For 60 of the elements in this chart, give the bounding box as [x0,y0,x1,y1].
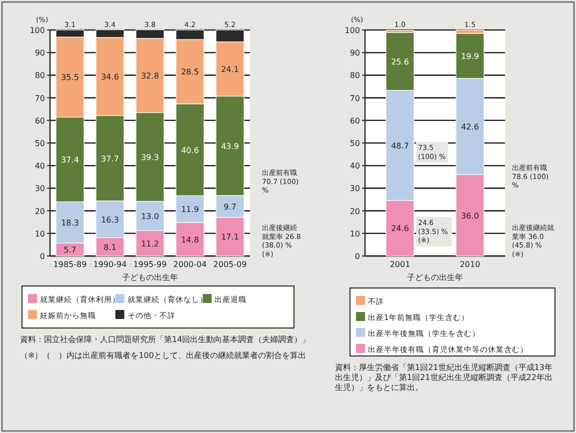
text: （※）（ ）内は出産前有職者を100として、出産後の継続就業者の割合を算出 [20,351,306,360]
data-label: 18.3 [61,218,79,228]
y-tick-label: 30 [350,184,360,194]
x-tick-label: 1995-99 [133,260,167,269]
y-tick-label: 90 [34,48,45,58]
data-label: 9.7 [224,202,236,212]
data-label: 5.7 [64,246,76,255]
data-label: 17.1 [221,232,239,242]
y-tick-label: 50 [350,139,360,148]
y-tick-label: 40 [34,162,45,171]
y-tick-label: 50 [34,139,45,148]
y-tick-label: 10 [350,229,360,238]
text: 資料：厚生労働省「第1回21世紀出生児縦断調査（平成13年出生児）」及び「第1回21世紀出生児縦断調査（平成22年出生児）」をもとに算出。 [335,363,552,392]
data-label: 24.6 [391,224,409,234]
y-tick-label: 40 [350,162,360,171]
x-tick-label: 2005-09 [213,260,247,269]
y-tick-label: 100 [30,26,45,35]
y-tick-label: 10 [34,229,45,238]
x-tick-label: 1990-94 [93,260,127,269]
x-axis-title: 子どもの出生年 [122,273,178,282]
data-label: 8.1 [104,242,116,252]
data-label: 35.5 [61,73,79,82]
data-label: 34.6 [101,72,119,82]
data-label: 37.7 [101,154,119,164]
y-tick-label: 60 [350,116,360,126]
data-label: 11.2 [141,239,159,248]
data-label: 43.9 [221,142,239,151]
data-label: 14.8 [181,235,199,244]
y-tick-label: 90 [350,48,360,58]
x-tick-label: 2001 [390,260,410,269]
text: 資料：国立社会保障・人口問題研究所「第14回出生動向基本調査（夫婦調査）」 [20,335,310,344]
data-label: 28.5 [181,68,199,77]
x-axis-title: 子どもの出生年 [407,273,463,282]
y-tick-label: 80 [350,71,360,80]
y-tick-label: 80 [34,71,45,80]
data-label: 13.0 [141,212,159,221]
y-tick-label: 70 [34,94,45,103]
data-label: 40.6 [181,146,199,155]
x-tick-label: 2010 [460,260,480,269]
data-label: 48.7 [391,141,409,150]
data-label: 39.3 [141,152,159,162]
data-label: 24.1 [221,64,239,74]
data-label: 36.0 [461,211,479,220]
x-tick-label: 2000-04 [173,260,207,269]
x-tick-label: 1985-89 [53,260,87,269]
data-label: 42.6 [461,122,479,132]
y-tick-label: 20 [34,206,45,216]
data-label: 32.8 [141,71,159,80]
data-label: 19.9 [461,52,479,61]
y-tick-label: 0 [40,252,45,261]
y-tick-label: 100 [344,26,360,35]
data-label: 25.6 [391,57,409,66]
data-label: 11.9 [181,205,199,214]
y-tick-label: 70 [350,94,360,103]
y-tick-label: 20 [350,206,360,216]
data-label: 37.4 [61,156,79,164]
y-tick-label: 0 [354,252,360,261]
y-tick-label: 30 [34,184,45,194]
data-label: 16.3 [101,215,119,224]
y-tick-label: 60 [34,116,45,126]
